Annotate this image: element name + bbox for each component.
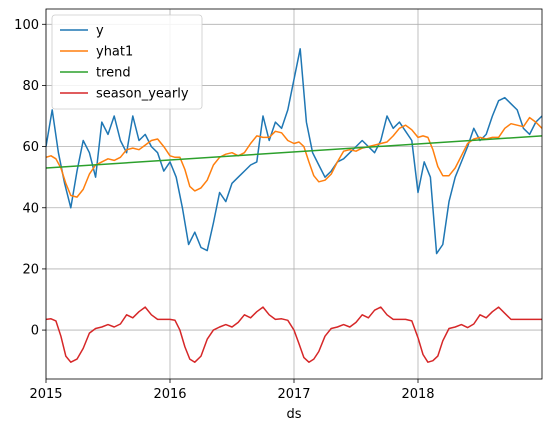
legend-label-season-yearly: season_yearly [96, 87, 189, 102]
series-line-y [46, 48, 542, 255]
x-tick-label-2: 2017 [277, 387, 310, 402]
x-tick-label-3: 2018 [401, 387, 434, 402]
y-tick-label-5: 100 [14, 18, 39, 33]
legend-label-y: y [96, 24, 104, 39]
x-tick-label-1: 2016 [153, 387, 186, 402]
series-line-yhat1 [46, 116, 542, 198]
legend-label-yhat1: yhat1 [96, 45, 133, 60]
series-line-trend [46, 135, 542, 169]
legend: y yhat1 trend season_yearly [51, 14, 203, 110]
legend-box [51, 14, 203, 110]
x-tick-label-0: 2015 [29, 387, 62, 402]
series-lines [46, 48, 542, 363]
x-axis-label: ds [286, 407, 301, 422]
y-axis-ticks: 0 20 40 60 80 100 [14, 18, 46, 339]
y-tick-label-2: 40 [22, 201, 39, 216]
y-tick-label-1: 20 [22, 262, 39, 277]
x-axis-ticks: 2015 2016 2017 2018 [29, 379, 435, 402]
series-line-season-yearly [46, 306, 542, 363]
legend-label-trend: trend [96, 66, 131, 81]
y-tick-label-4: 80 [22, 79, 39, 94]
y-tick-label-3: 60 [22, 140, 39, 155]
y-tick-label-0: 0 [31, 324, 39, 339]
